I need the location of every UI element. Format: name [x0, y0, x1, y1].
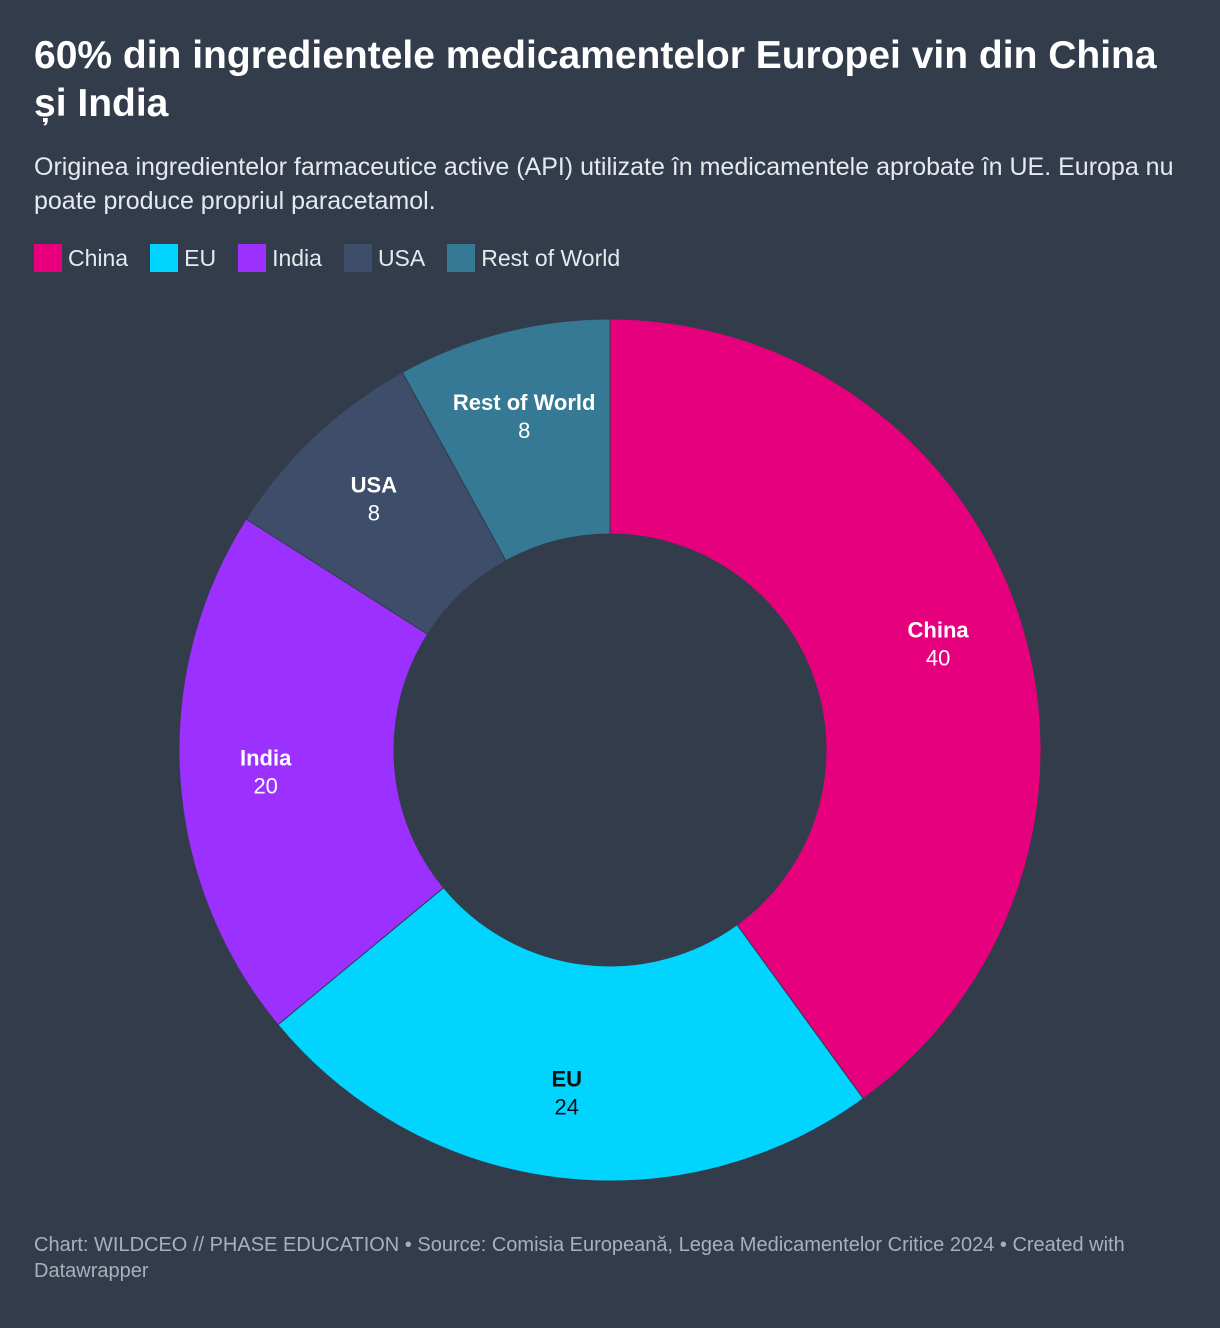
legend-item-china: China [34, 244, 128, 272]
slice-label-china: China [908, 617, 970, 642]
legend-label-usa: USA [377, 244, 426, 271]
legend-item-usa: USA [343, 244, 426, 272]
slice-label-usa: USA [351, 473, 398, 498]
slice-value-eu: 24 [555, 1094, 579, 1119]
legend-swatch-rest-of-world [447, 244, 476, 272]
legend-label-rest-of-world: Rest of World [481, 244, 621, 271]
slice-label-eu: EU [551, 1066, 582, 1091]
chart-subtitle: Originea ingredientelor farmaceutice act… [34, 153, 1174, 215]
legend-label-india: India [272, 244, 322, 271]
legend-swatch-india [238, 244, 267, 272]
slice-rest-of-world [401, 318, 611, 562]
slice-label-rest-of-world: Rest of World [453, 390, 596, 415]
slice-value-rest-of-world: 8 [518, 418, 530, 443]
legend-label-china: China [68, 244, 129, 271]
legend-item-eu: EU [150, 244, 216, 272]
slice-label-india: India [240, 746, 292, 771]
chart-title: 60% din ingredientele medicamentelor Eur… [34, 34, 1157, 125]
slice-value-india: 20 [253, 774, 277, 799]
legend-swatch-usa [343, 244, 372, 272]
legend-swatch-eu [150, 244, 179, 272]
chart-footer: Chart: WILDCEO // PHASE EDUCATION • Sour… [34, 1234, 1125, 1282]
slice-eu [277, 886, 865, 1182]
legend-label-eu: EU [184, 244, 217, 271]
legend-item-rest-of-world: Rest of World [447, 244, 620, 272]
legend-item-india: India [238, 244, 322, 272]
slice-value-usa: 8 [368, 501, 380, 526]
slice-india [178, 518, 445, 1026]
slice-value-china: 40 [926, 645, 950, 670]
legend: China EU India USA Rest of World [34, 244, 642, 272]
legend-swatch-china [34, 244, 62, 272]
slice-china [609, 318, 1042, 1100]
